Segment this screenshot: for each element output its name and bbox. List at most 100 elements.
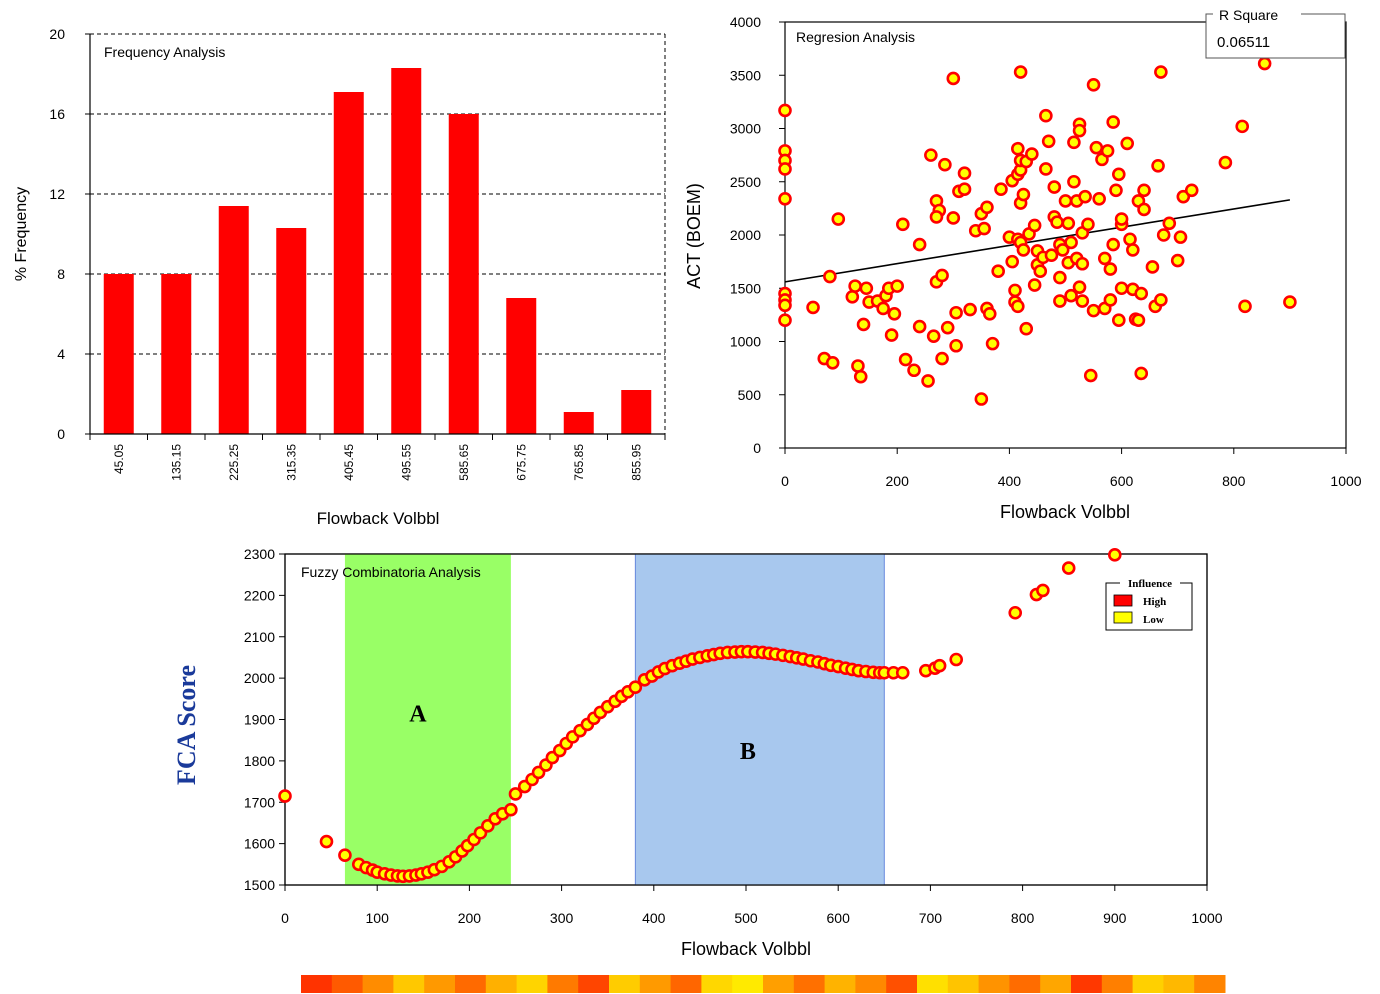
regression-point [1145,260,1160,274]
regression-point [1218,155,1233,170]
r-square-box: R Square 0.06511 [1205,7,1346,59]
fca-x-tick-label: 900 [1103,910,1127,926]
fca-x-tick-label: 800 [1011,910,1035,926]
color-bar-segment [424,975,456,993]
regression-point [1111,167,1126,182]
frequency-x-ticks: 45.05 135.15 225.25 315.35 405.45 495.55 585.6… [89,434,666,481]
color-bar-segment [793,975,826,993]
regression-point [1075,294,1090,308]
regression-point [896,217,910,232]
regression-point [823,269,837,284]
color-bar-segment [609,975,641,993]
color-bar-segment [639,975,672,993]
regression-point [921,374,935,388]
regression-point [825,355,840,370]
regression-point [1131,313,1146,328]
regression-point [1238,299,1252,314]
regression-point [912,319,927,334]
regression-point [1016,187,1031,202]
regression-point [1137,183,1151,198]
regression-point [1283,295,1297,309]
fca-y-tick-label: 1700 [244,794,275,810]
frequency-bar [103,274,134,434]
regression-y-tick-label: 0 [753,440,761,456]
regression-point [1134,366,1149,381]
color-bar-segment [978,975,1010,993]
regression-point [898,352,913,367]
color-bar-segment [886,975,918,993]
fca-y-tick-label: 1900 [244,712,275,728]
fca-y-tick-label: 1800 [244,753,275,769]
fca-y-tick-label: 2300 [244,546,275,562]
fca-chart: 1500 1600 1700 1800 1900 2000 2100 2200 2300 0 10… [172,546,1223,959]
regression-point [935,268,949,283]
regression-point [957,182,972,197]
fca-x-tick-label: 400 [642,910,666,926]
regression-plot-area [784,21,1347,449]
color-bar-segment [485,975,518,993]
fca-point [628,680,643,695]
regression-point [890,279,905,293]
regression-point [949,305,963,320]
fca-x-tick-label: 700 [919,910,943,926]
regression-point [957,166,972,181]
regression-point [1016,243,1031,257]
fca-points [278,548,1122,884]
regression-trendline [784,199,1291,283]
regression-point [1092,191,1106,206]
frequency-bars [103,68,652,434]
fca-x-tick-label: 0 [281,910,289,926]
regression-point [1126,243,1140,257]
regression-x-tick-label: 600 [1110,473,1134,489]
color-bar-segment [516,975,548,993]
regression-point [1041,134,1056,149]
regression-point [1106,237,1120,252]
regression-point [1156,228,1171,242]
regression-point [1109,183,1123,198]
color-bar-segment [1009,975,1041,993]
influence-color-bar [301,975,1226,993]
regression-point [848,279,862,293]
regression-y-tick-label: 1000 [730,334,761,350]
frequency-y-tick-label: 0 [57,426,65,442]
regression-point [1055,243,1070,257]
regression-point [1078,189,1092,204]
legend-swatch-low [1113,611,1133,624]
fca-x-tick-label: 1000 [1191,910,1222,926]
color-bar-segment [331,975,364,993]
color-bar-segment [1194,975,1226,993]
regression-point [1058,194,1073,208]
frequency-y-tick-label: 4 [57,346,65,362]
regression-point [856,317,871,332]
regression-point [1047,180,1062,194]
legend-label-low: Low [1143,614,1164,626]
regression-point [1081,217,1095,232]
regression-point [1134,286,1149,301]
fca-y-tick-label: 1500 [244,877,275,893]
color-bar-segment [301,975,333,993]
regression-point [1013,65,1028,79]
regression-x-tick-label: 400 [998,473,1022,489]
frequency-bar [218,206,249,434]
r-square-value: 0.06511 [1217,34,1270,51]
regression-point [1067,135,1081,150]
regression-point [1154,65,1168,79]
color-bar-segment [1071,975,1103,993]
regression-y-tick-label: 3000 [730,121,761,137]
regression-point [985,336,1000,351]
regression-x-tick-label: 200 [886,473,910,489]
color-bar-segment [670,975,702,993]
regression-point [1137,202,1151,217]
fca-point [1036,583,1050,598]
regression-point [946,211,961,225]
color-bar-segment [547,975,579,993]
fca-point [1008,605,1023,620]
frequency-y-tick-label: 12 [49,186,65,202]
regression-y-tick-label: 4000 [730,14,761,30]
regression-point [1089,140,1104,155]
regression-point [938,157,952,172]
regression-y-ticks: 0 500 1000 1500 2000 2500 3000 3500 4000 [730,14,785,456]
regression-points [778,56,1297,406]
frequency-y-ticks: 0 4 8 12 16 20 [49,26,90,442]
